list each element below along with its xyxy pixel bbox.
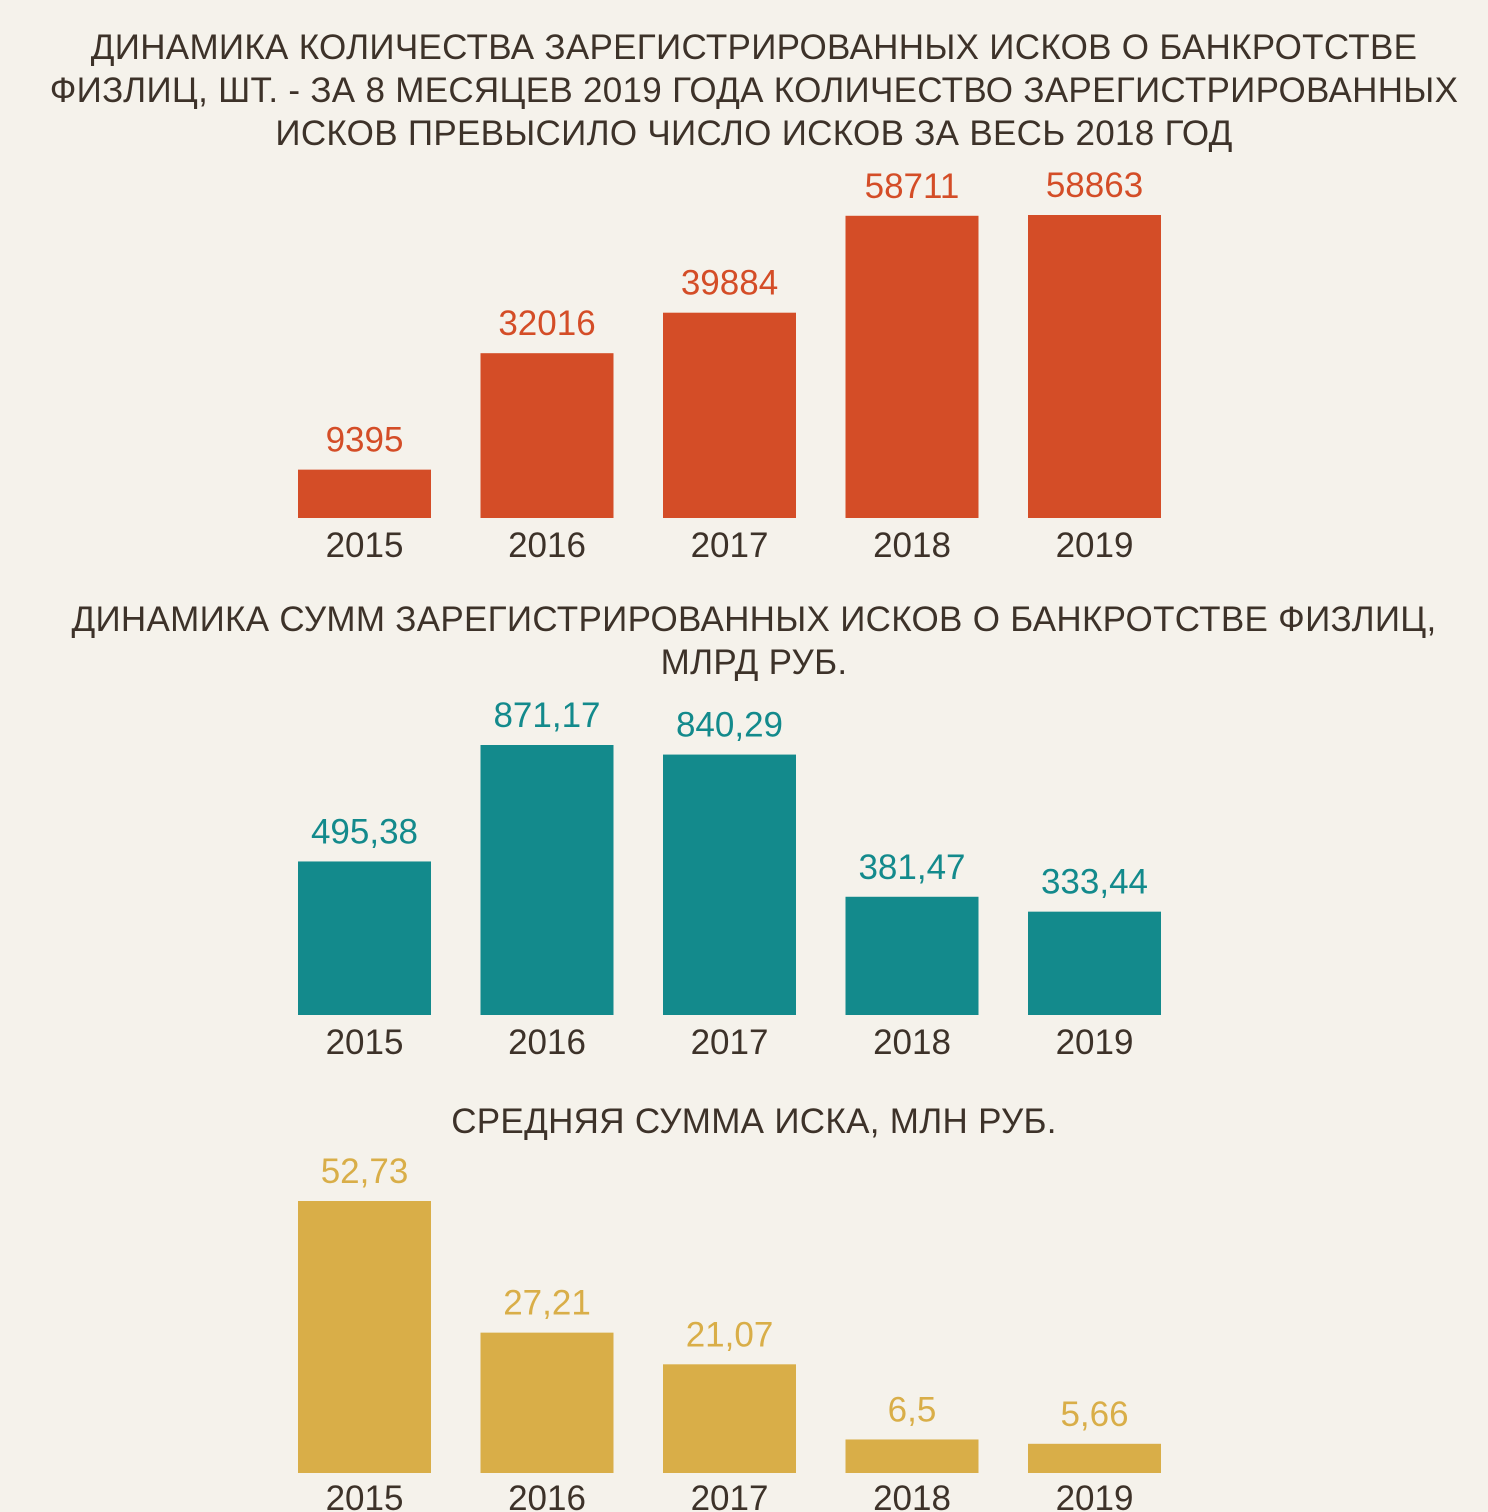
- bar-claims-sum-2016: [480, 745, 614, 1015]
- data-label-claims-count-2019: 58863: [1046, 166, 1143, 205]
- chart-claims-sum: 495,38 2015 871,17 2016 840,29 2017 381,47 2018…: [298, 696, 1161, 1062]
- bar-claims-count-2017: [663, 312, 796, 518]
- bar-claims-sum-2019: [1028, 911, 1161, 1015]
- chart-average-claim: 52,73 2015 27,21 2016 21,07 2017 6,5 2018 5,66 20…: [298, 1152, 1161, 1512]
- chart-title-claims-sum: ДИНАМИКА СУММ ЗАРЕГИСТРИРОВАННЫХ ИСКОВ О…: [71, 600, 1437, 682]
- data-label-claims-sum-2015: 495,38: [311, 812, 418, 851]
- tick-label-claims-count-2017: 2017: [691, 526, 769, 565]
- data-label-claims-count-2015: 9395: [326, 421, 404, 460]
- bar-average-claim-2019: [1028, 1443, 1161, 1473]
- tick-label-claims-sum-2015: 2015: [326, 1023, 404, 1062]
- tick-label-claims-sum-2019: 2019: [1056, 1023, 1134, 1062]
- bar-claims-count-2019: [1028, 215, 1161, 518]
- bar-average-claim-2018: [845, 1439, 979, 1473]
- bar-claims-count-2015: [298, 469, 431, 518]
- data-label-average-claim-2015: 52,73: [321, 1152, 409, 1191]
- tick-label-claims-count-2015: 2015: [326, 526, 404, 565]
- bar-claims-count-2016: [480, 353, 614, 518]
- data-label-claims-sum-2018: 381,47: [858, 848, 965, 887]
- tick-label-claims-count-2016: 2016: [508, 526, 586, 565]
- tick-label-claims-sum-2016: 2016: [508, 1023, 586, 1062]
- bar-average-claim-2015: [298, 1201, 431, 1473]
- bar-claims-sum-2018: [845, 896, 979, 1015]
- tick-label-claims-sum-2018: 2018: [873, 1023, 951, 1062]
- data-label-claims-count-2016: 32016: [498, 304, 595, 343]
- data-label-claims-count-2018: 58711: [865, 167, 960, 206]
- tick-label-claims-count-2018: 2018: [873, 526, 951, 565]
- tick-label-average-claim-2018: 2018: [873, 1479, 951, 1512]
- data-label-claims-sum-2016: 871,17: [493, 696, 600, 735]
- chart-title-average-claim: СРЕДНЯЯ СУММА ИСКА, МЛН РУБ.: [451, 1102, 1057, 1141]
- tick-label-average-claim-2015: 2015: [326, 1479, 404, 1512]
- tick-label-average-claim-2016: 2016: [508, 1479, 586, 1512]
- data-label-average-claim-2019: 5,66: [1060, 1395, 1128, 1434]
- tick-label-average-claim-2019: 2019: [1056, 1479, 1134, 1512]
- tick-label-claims-sum-2017: 2017: [691, 1023, 769, 1062]
- data-label-average-claim-2017: 21,07: [686, 1315, 774, 1354]
- tick-label-average-claim-2017: 2017: [691, 1479, 769, 1512]
- bar-claims-sum-2015: [298, 861, 431, 1015]
- data-label-claims-sum-2017: 840,29: [676, 706, 783, 745]
- bar-average-claim-2017: [663, 1364, 796, 1473]
- chart-claims-count: 9395 2015 32016 2016 39884 2017 58711 2018 58863…: [298, 166, 1161, 565]
- bar-claims-sum-2017: [663, 754, 796, 1015]
- tick-label-claims-count-2019: 2019: [1056, 526, 1134, 565]
- data-label-claims-sum-2019: 333,44: [1041, 863, 1148, 902]
- data-label-claims-count-2017: 39884: [681, 264, 778, 303]
- chart-title-claims-count: ДИНАМИКА КОЛИЧЕСТВА ЗАРЕГИСТРИРОВАННЫХ И…: [49, 28, 1459, 153]
- bar-average-claim-2016: [480, 1332, 614, 1473]
- bar-claims-count-2018: [845, 215, 979, 519]
- data-label-average-claim-2016: 27,21: [503, 1284, 591, 1323]
- data-label-average-claim-2018: 6,5: [888, 1390, 937, 1429]
